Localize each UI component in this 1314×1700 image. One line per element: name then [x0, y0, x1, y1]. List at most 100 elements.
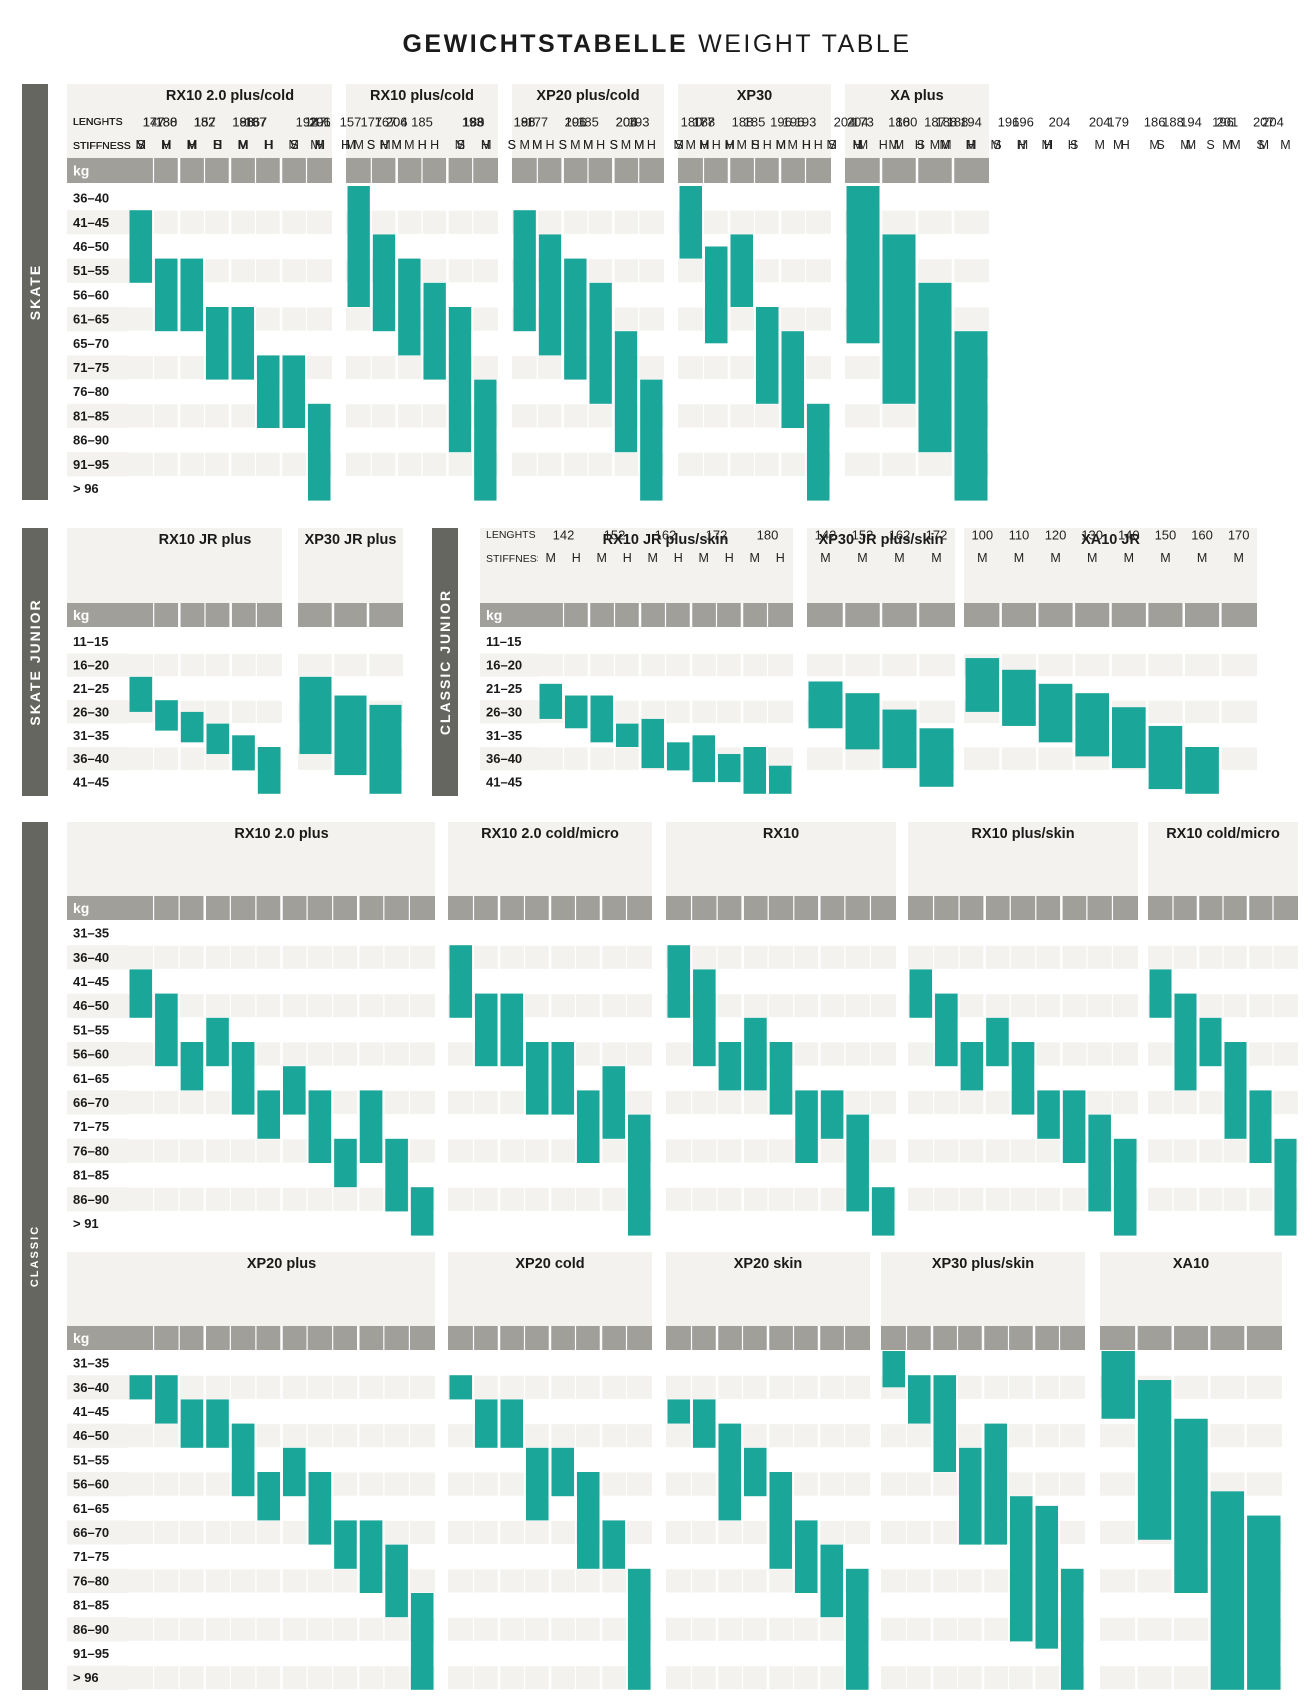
weight-bar [909, 969, 933, 1018]
table-header-bg [448, 822, 652, 896]
table-title: RX10 plus/skin [971, 826, 1074, 842]
stiffness-value: M [699, 138, 709, 152]
lengths-label: LENGHTS [73, 116, 123, 128]
stiffness-value: M [1259, 138, 1269, 152]
weight-bar [1249, 1090, 1272, 1163]
weight-bar [257, 1472, 280, 1521]
stiffness-value: H [700, 138, 709, 152]
table-title: XP20 plus/cold [536, 88, 639, 104]
table-header-bg [845, 84, 989, 158]
weight-bar [882, 1351, 905, 1388]
weight-row-stripe [67, 1090, 128, 1115]
stiffness-value: M [455, 138, 465, 152]
table-title: RX10 2.0 plus/cold [166, 88, 294, 104]
length-label: 196 [232, 115, 254, 130]
stiffness-value: H [341, 138, 350, 152]
weight-row-label: 51–55 [73, 1022, 109, 1037]
weight-row-label: 31–35 [73, 1356, 109, 1371]
length-label: 207 [1253, 115, 1275, 130]
weight-bar [756, 307, 779, 404]
weight-bar [475, 1399, 498, 1448]
weight-bar [1061, 1568, 1084, 1690]
table-title: RX10 2.0 plus [234, 826, 328, 842]
weight-row-stripe [67, 1187, 128, 1212]
stiffness-value: M [931, 551, 941, 565]
weight-bar [129, 1375, 153, 1400]
weight-row-stripe [67, 1568, 128, 1593]
stiffness-value: S [457, 138, 465, 152]
length-label: 177 [143, 115, 165, 130]
stiffness-value: M [1014, 551, 1024, 565]
table-header-bg [128, 1252, 435, 1326]
stiffness-value: H [915, 138, 924, 152]
weight-row-label: 71–75 [73, 360, 109, 375]
stiffness-value: S [559, 138, 567, 152]
stiffness-value: H [213, 138, 222, 152]
weight-bar [577, 1090, 600, 1163]
stiffness-value: M [894, 551, 904, 565]
length-label: 130 [1081, 528, 1103, 543]
weight-row-label: 71–75 [73, 1549, 109, 1564]
weight-bar [743, 747, 766, 794]
length-label: 142 [815, 528, 837, 543]
weight-row-label: 61–65 [73, 312, 109, 327]
section-label-bar [22, 528, 48, 796]
lengths-label: LENGHTS [73, 116, 123, 128]
length-label: 152 [604, 528, 626, 543]
weight-bar [155, 258, 178, 332]
weight-bar [257, 1090, 280, 1139]
table-header-bg [908, 822, 1138, 896]
weight-row-label: 91–95 [73, 457, 109, 472]
weight-bar [372, 234, 396, 332]
weight-bar [730, 234, 753, 307]
lengths-label: LENGHTS [486, 529, 536, 541]
length-label: 204 [1262, 115, 1284, 130]
weight-bar [526, 1447, 549, 1521]
weight-bar [155, 700, 178, 731]
stiffness-value: M [1180, 138, 1190, 152]
stiffness-value: M [136, 138, 146, 152]
stiffness-value: H [264, 138, 273, 152]
length-label: 179 [1107, 115, 1129, 130]
weight-bar [845, 693, 880, 750]
length-label: 188 [514, 115, 536, 130]
stiffness-label: STIFFNESS [73, 140, 131, 152]
stiffness-value: M [481, 138, 491, 152]
stiffness-value: M [648, 551, 658, 565]
weight-bar [526, 1042, 549, 1115]
weight-bar [769, 1042, 793, 1115]
section-label-bar [22, 84, 48, 500]
length-label: 182 [194, 115, 216, 130]
weight-bar [513, 210, 536, 332]
weight-row-label: 91–95 [73, 1646, 109, 1661]
weight-bar [919, 728, 954, 787]
table-header-bg [512, 84, 664, 158]
stiffness-value: M [1160, 551, 1170, 565]
stiffness-value: M [1087, 551, 1097, 565]
stiffness-value: H [712, 138, 721, 152]
weight-row-label: 81–85 [73, 408, 109, 423]
weight-bar [539, 683, 562, 719]
weight-row-stripe [67, 700, 128, 724]
weight-bar [846, 186, 880, 344]
stiffness-value: M [391, 138, 401, 152]
weight-row-label: 36–40 [73, 191, 109, 206]
table-header-bg [298, 528, 403, 603]
weight-bar [954, 331, 988, 501]
weight-row-label: 61–65 [73, 1501, 109, 1516]
stiffness-value: S [1070, 138, 1078, 152]
stiffness-value: M [737, 138, 747, 152]
weight-row-label: 36–40 [73, 1380, 109, 1395]
stiffness-value: M [750, 551, 760, 565]
weight-bar [908, 1375, 931, 1424]
weight-bar [398, 258, 421, 356]
weight-bar [846, 1568, 869, 1690]
length-label: 185 [577, 115, 599, 130]
length-label: 196 [783, 115, 805, 130]
stiffness-value: H [264, 138, 273, 152]
length-label: 185 [744, 115, 766, 130]
weight-bar [1035, 1505, 1058, 1649]
weight-row-label: 76–80 [73, 1143, 109, 1158]
